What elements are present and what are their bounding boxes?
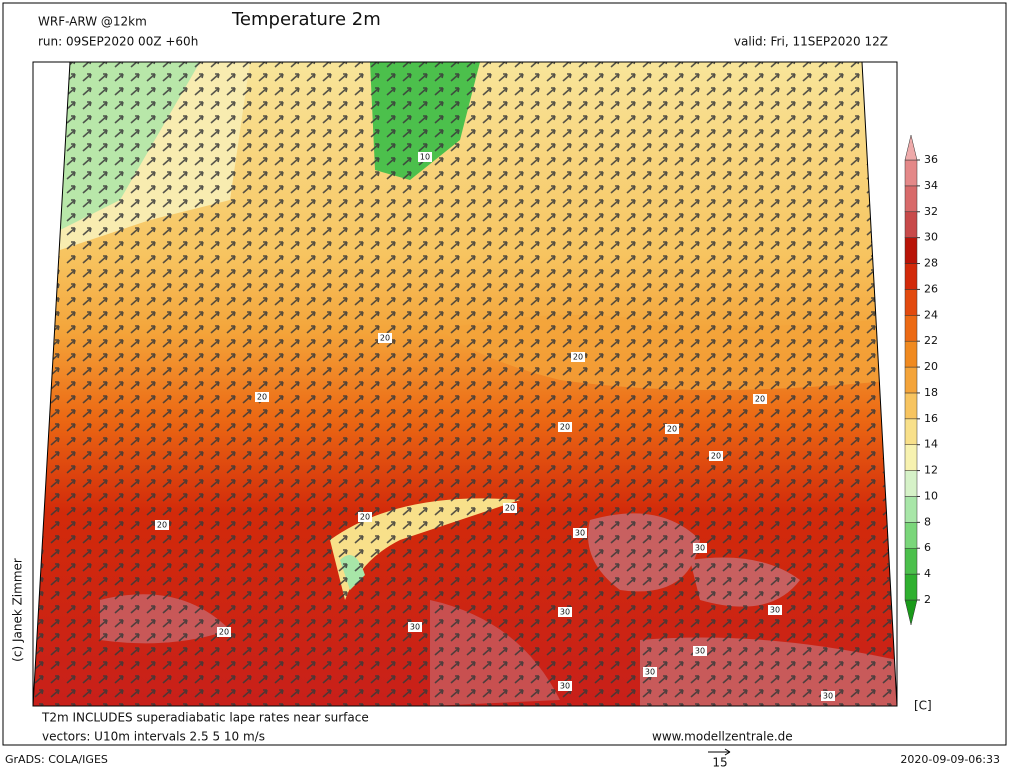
contour-label-box xyxy=(693,543,707,553)
colorbar-label: 6 xyxy=(924,541,931,554)
colorbar-segment xyxy=(904,392,918,420)
colorbar-segment xyxy=(904,185,918,213)
contour-labels: 10 20 20 20 20 20 20 20 20 20 20 30 30 30 30 30 30 30 30 30… xyxy=(155,152,835,701)
plot-box xyxy=(32,61,898,707)
colorbar-label: 32 xyxy=(924,205,938,218)
wind-vectors xyxy=(33,62,897,706)
contour-label-box xyxy=(753,394,767,404)
reference-vector: 15 xyxy=(712,756,727,768)
contour-label: 20 xyxy=(157,521,167,530)
footnote: T2m INCLUDES superadiabatic lape rates n… xyxy=(41,711,369,725)
colorbar-label: 10 xyxy=(924,489,938,502)
contour-label: 20 xyxy=(380,334,390,343)
colorbar-high-triangle xyxy=(904,134,918,161)
colorbar-segment xyxy=(904,263,918,290)
colorbar-segment xyxy=(904,340,918,368)
contour-label: 30 xyxy=(560,682,570,691)
colorbar-label: 16 xyxy=(924,412,938,425)
contour-label: 30 xyxy=(695,647,705,656)
contour-label: 20 xyxy=(711,452,721,461)
contour-label-box xyxy=(573,528,587,538)
contour-label: 30 xyxy=(695,544,705,553)
colorbar-label: 8 xyxy=(924,515,931,528)
colorbar-segment xyxy=(904,496,918,523)
contour-label-box xyxy=(378,333,392,343)
website: www.modellzentrale.de xyxy=(652,730,793,744)
contour-label: 20 xyxy=(573,353,583,362)
contour-label: 30 xyxy=(645,668,655,677)
contour-label: 10 xyxy=(420,153,430,162)
colorbar-label: 12 xyxy=(924,464,938,477)
colorbar-low-triangle xyxy=(904,599,918,626)
colorbar-segment xyxy=(904,315,918,342)
temperature-field xyxy=(33,62,897,706)
contour-label: 20 xyxy=(560,423,570,432)
colorbar-label: 14 xyxy=(924,438,938,451)
colorbar-segment xyxy=(904,159,918,187)
vector-info: vectors: U10m intervals 2.5 5 10 m/s xyxy=(42,730,265,744)
contour-label-box xyxy=(665,424,679,434)
contour-label-box xyxy=(558,681,572,691)
colorbar-label: 34 xyxy=(924,179,938,192)
run-info: run: 09SEP2020 00Z +60h xyxy=(38,35,198,49)
timestamp: 2020-09-09-06:33 xyxy=(900,753,1000,766)
contour-label: 30 xyxy=(823,692,833,701)
contour-label: 20 xyxy=(667,425,677,434)
contour-label: 30 xyxy=(575,529,585,538)
contour-label-box xyxy=(217,627,231,637)
unit-label: [C] xyxy=(914,699,932,713)
colorbar-label: 18 xyxy=(924,386,938,399)
contour-label-box xyxy=(571,352,585,362)
contour-label-box xyxy=(709,451,723,461)
colorbar-segment xyxy=(904,211,918,238)
contour-label: 30 xyxy=(410,623,420,632)
contour-label: 20 xyxy=(505,504,515,513)
colorbar-label: 28 xyxy=(924,257,938,270)
contour-label: 20 xyxy=(257,393,267,402)
contour-label-box xyxy=(558,607,572,617)
contour-label-box xyxy=(643,667,657,677)
valid-time: valid: Fri, 11SEP2020 12Z xyxy=(734,35,888,49)
colorbar-segment xyxy=(904,573,918,601)
colorbar-segment xyxy=(904,237,918,264)
colorbar-segment xyxy=(904,547,918,575)
colorbar-segment xyxy=(904,289,918,316)
colorbar-segment xyxy=(904,444,918,471)
contour-label-box xyxy=(693,646,707,656)
contour-label-box xyxy=(155,520,169,530)
contour-label-box xyxy=(768,605,782,615)
colorbar-label: 36 xyxy=(924,153,938,166)
contour-label-box xyxy=(503,503,517,513)
colorbar-label: 22 xyxy=(924,334,938,347)
reference-arrow xyxy=(708,748,731,756)
contour-label-box xyxy=(255,392,269,402)
contour-label: 30 xyxy=(770,606,780,615)
contour-label-box xyxy=(418,152,432,162)
software: GrADS: COLA/IGES xyxy=(5,753,108,766)
colorbar-segment xyxy=(904,522,918,549)
frame xyxy=(2,2,1007,746)
contour-label-box xyxy=(358,512,372,522)
colorbar-label: 30 xyxy=(924,231,938,244)
contour-label-box xyxy=(408,622,422,632)
contour-label: 20 xyxy=(219,628,229,637)
contour-label: 20 xyxy=(360,513,370,522)
colorbar-label: 4 xyxy=(924,567,931,580)
contour-label: 20 xyxy=(755,395,765,404)
contour-label: 30 xyxy=(560,608,570,617)
colorbar-label: 20 xyxy=(924,360,938,373)
contour-label-box xyxy=(558,422,572,432)
colorbar-label: 26 xyxy=(924,282,938,295)
colorbar-segment xyxy=(904,418,918,445)
model-name: WRF-ARW @12km xyxy=(38,15,147,29)
credit: (c) Janek Zimmer xyxy=(11,558,25,662)
contour-label-box xyxy=(821,691,835,701)
map-title: Temperature 2m xyxy=(231,9,381,30)
colorbar-segment xyxy=(904,366,918,394)
colorbar-label: 2 xyxy=(924,593,931,606)
colorbar-label: 24 xyxy=(924,308,938,321)
colorbar-segment xyxy=(904,470,918,497)
